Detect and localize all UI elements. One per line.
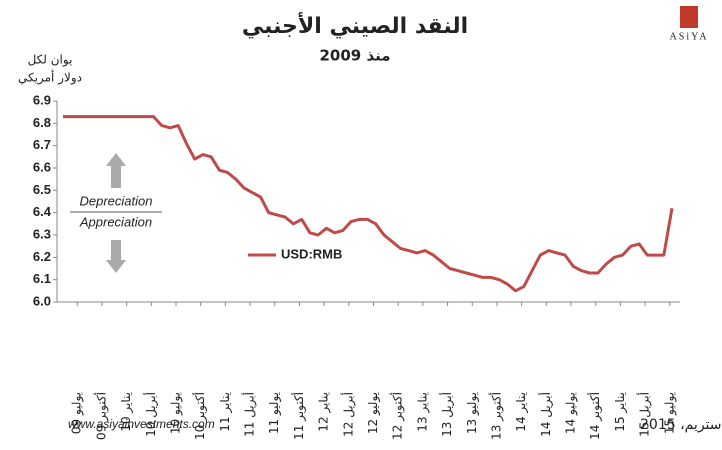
x-tick-label: أكتوبر 13 xyxy=(488,392,504,440)
y-axis-label: دولار أمريكي xyxy=(18,70,82,86)
up-arrow xyxy=(106,153,126,188)
x-tick-label: يناير 11 xyxy=(218,392,233,432)
x-tick-label: أبريل 10 xyxy=(143,392,159,437)
x-tick-label: أكتوبر 09 xyxy=(93,392,109,440)
logo-text: ASiYA xyxy=(670,31,709,42)
website: www.asiyainvestments.com xyxy=(68,417,215,431)
x-tick-label: أكتوبر 10 xyxy=(192,392,208,440)
x-tick-label: يناير 15 xyxy=(613,392,628,432)
x-tick-label: أبريل 12 xyxy=(340,392,356,437)
x-tick-label: أبريل 14 xyxy=(538,392,554,437)
x-tick-label: أبريل 13 xyxy=(439,392,455,437)
source: المصدر: شركة آسيا كابيتال عن داتا ستريم،… xyxy=(640,416,722,433)
y-tick-label: 6.9 xyxy=(33,92,51,107)
x-tick-label: يناير 10 xyxy=(119,392,134,432)
x-tick-label: يوليو 10 xyxy=(168,392,183,434)
legend-label: USD:RMB xyxy=(281,246,342,261)
chart-title: النقد الصيني الأجنبي xyxy=(242,11,468,39)
x-tick-label: يناير 14 xyxy=(514,392,529,432)
y-tick-label: 6.3 xyxy=(33,226,51,241)
data-line xyxy=(63,115,674,293)
annotation: Appreciation xyxy=(79,214,152,229)
down-arrow xyxy=(106,240,126,273)
logo-icon xyxy=(680,6,698,28)
x-tick-label: أكتوبر 12 xyxy=(390,392,406,440)
x-tick-label: يوليو 09 xyxy=(70,392,85,434)
y-tick-label: 6.8 xyxy=(33,115,51,130)
y-tick-label: 6.5 xyxy=(33,182,51,197)
y-tick-label: 6.4 xyxy=(33,204,52,219)
x-tick-label: يناير 13 xyxy=(415,392,430,432)
x-tick-label: أبريل 15 xyxy=(637,392,653,437)
x-tick-label: يوليو 12 xyxy=(366,392,381,434)
x-tick-label: أكتوبر 11 xyxy=(291,392,307,440)
y-tick-label: 6.1 xyxy=(33,271,51,286)
y-axis-label: يوان لكل xyxy=(28,53,73,68)
x-tick-label: أكتوبر 14 xyxy=(587,392,603,440)
x-tick-label: أبريل 11 xyxy=(242,392,258,437)
x-tick-label: يوليو 11 xyxy=(267,392,282,434)
annotation: Depreciation xyxy=(80,193,153,208)
x-tick-label: يوليو 14 xyxy=(564,392,579,434)
x-tick-label: يوليو 15 xyxy=(662,392,677,434)
y-tick-label: 6.7 xyxy=(33,137,51,152)
x-tick-label: يوليو 13 xyxy=(465,392,480,434)
y-tick-label: 6.0 xyxy=(33,293,51,308)
y-tick-label: 6.2 xyxy=(33,249,51,264)
chart-subtitle: منذ 2009 xyxy=(319,47,390,65)
y-tick-label: 6.6 xyxy=(33,159,51,174)
x-tick-label: يناير 12 xyxy=(317,392,332,432)
